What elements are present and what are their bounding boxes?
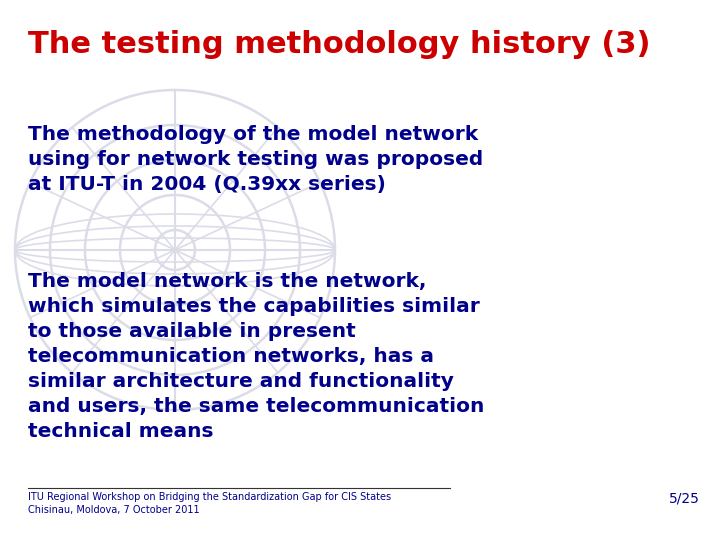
Text: The testing methodology history (3): The testing methodology history (3) (28, 30, 650, 59)
Text: ITU Regional Workshop on Bridging the Standardization Gap for CIS States
Chisina: ITU Regional Workshop on Bridging the St… (28, 492, 391, 515)
Text: The model network is the network,
which simulates the capabilities similar
to th: The model network is the network, which … (28, 272, 485, 441)
Text: The methodology of the model network
using for network testing was proposed
at I: The methodology of the model network usi… (28, 125, 483, 194)
Text: 5/25: 5/25 (669, 492, 700, 506)
